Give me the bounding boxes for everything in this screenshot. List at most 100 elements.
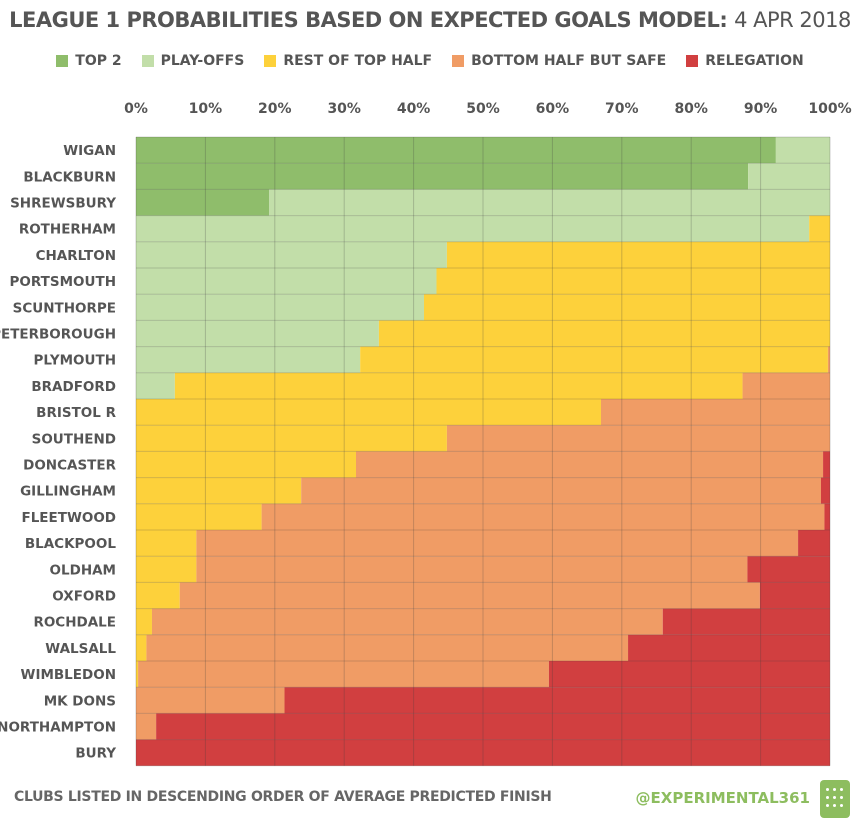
bar-segment-blackpool-rest-of-top-half (136, 530, 197, 557)
bar-segment-doncaster-bottom-half-but-safe (355, 451, 824, 478)
bar-segment-walsall-relegation (628, 634, 830, 661)
x-tick-label: 60% (536, 101, 570, 117)
legend-swatch-relegation (686, 55, 699, 67)
bar-segment-gillingham-rest-of-top-half (136, 477, 302, 504)
bar-segment-plymouth-bottom-half-but-safe (827, 346, 830, 373)
club-label-doncaster: DONCASTER (23, 458, 116, 474)
bar-segment-plymouth-rest-of-top-half (360, 346, 828, 373)
club-label-wigan: WIGAN (63, 143, 116, 159)
club-label-gillingham: GILLINGHAM (20, 484, 116, 500)
bar-segment-peterborough-play-offs (136, 320, 379, 347)
legend-label-bottom-half-but-safe: BOTTOM HALF BUT SAFE (471, 53, 667, 69)
stacked-bar-chart: 0% 10% 20% 30% 40% 50% 60% 70% 80% 90% 100% WIGAN BL… (0, 101, 852, 767)
legend-item-relegation: RELEGATION (686, 53, 804, 69)
club-label-mk-dons: MK DONS (44, 693, 116, 709)
bar-segment-rochdale-relegation (662, 608, 830, 635)
bar-segment-wimbledon-relegation (548, 661, 830, 688)
legend-label-top-2: TOP 2 (75, 53, 122, 69)
legend-swatch-bottom-half-but-safe (452, 55, 465, 67)
bar-segment-bradford-rest-of-top-half (174, 372, 743, 399)
club-label-bristol-r: BRISTOL R (36, 405, 116, 421)
bar-segment-charlton-rest-of-top-half (446, 241, 830, 268)
bar-segment-oxford-rest-of-top-half (136, 582, 180, 609)
bar-segment-blackpool-relegation (798, 530, 830, 557)
x-tick-label: 70% (605, 101, 639, 117)
bar-segment-shrewsbury-top-2 (136, 189, 270, 216)
bar-segment-peterborough-rest-of-top-half (378, 320, 830, 347)
legend-item-bottom-half-but-safe: BOTTOM HALF BUT SAFE (452, 53, 666, 69)
club-label-southend: SOUTHEND (32, 431, 116, 447)
footer-note: CLUBS LISTED IN DESCENDING ORDER OF AVER… (14, 789, 552, 805)
bar-segment-blackpool-bottom-half-but-safe (196, 530, 799, 557)
club-label-peterborough: PETERBOROUGH (0, 327, 116, 343)
bar-segment-northampton-relegation (156, 713, 831, 740)
bar-segment-bradford-bottom-half-but-safe (742, 372, 830, 399)
legend-swatch-rest-of-top-half (264, 55, 277, 67)
bar-segment-rochdale-rest-of-top-half (136, 608, 152, 635)
x-tick-label: 80% (674, 101, 708, 117)
club-label-bury: BURY (75, 746, 116, 762)
bar-segment-bristol-r-bottom-half-but-safe (600, 399, 830, 426)
bar-segment-fleetwood-bottom-half-but-safe (261, 503, 825, 530)
bar-segment-wigan-play-offs (775, 137, 830, 164)
bar-segment-wimbledon-bottom-half-but-safe (138, 661, 549, 688)
chart-title: LEAGUE 1 PROBABILITIES BASED ON EXPECTED… (0, 8, 860, 32)
chart-title-text: LEAGUE 1 PROBABILITIES BASED ON EXPECTED… (9, 8, 728, 32)
legend-label-rest-of-top-half: REST OF TOP HALF (283, 53, 433, 69)
x-tick-label: 100% (808, 101, 851, 117)
club-label-oldham: OLDHAM (50, 562, 116, 578)
club-label-shrewsbury: SHREWSBURY (10, 196, 116, 212)
x-tick-label: 10% (189, 101, 223, 117)
bar-segment-fleetwood-relegation (824, 503, 830, 530)
bar-segment-southend-rest-of-top-half (136, 425, 447, 452)
club-label-bradford: BRADFORD (31, 379, 116, 395)
legend-item-play-offs: PLAY-OFFS (141, 53, 244, 69)
bar-segment-rochdale-bottom-half-but-safe (151, 608, 663, 635)
bar-segment-oldham-bottom-half-but-safe (196, 556, 748, 583)
legend-label-relegation: RELEGATION (705, 53, 804, 69)
bar-segment-northampton-bottom-half-but-safe (136, 713, 157, 740)
bar-segment-oldham-relegation (747, 556, 830, 583)
club-label-portsmouth: PORTSMOUTH (10, 274, 116, 290)
bar-segment-rotherham-rest-of-top-half (809, 215, 830, 242)
bar-segment-doncaster-rest-of-top-half (136, 451, 356, 478)
bar-segment-shrewsbury-play-offs (269, 189, 830, 216)
bar-segment-mk-dons-bottom-half-but-safe (136, 687, 285, 714)
bar-segment-southend-bottom-half-but-safe (446, 425, 830, 452)
bar-segment-blackburn-play-offs (748, 163, 830, 190)
club-label-rotherham: ROTHERHAM (19, 222, 116, 238)
experimental361-logo (820, 780, 850, 818)
bar-segment-scunthorpe-rest-of-top-half (424, 294, 830, 321)
legend-swatch-top-2 (56, 55, 69, 67)
x-tick-label: 50% (466, 101, 500, 117)
x-tick-label: 20% (258, 101, 292, 117)
club-label-fleetwood: FLEETWOOD (21, 510, 116, 526)
footer-handle[interactable]: @EXPERIMENTAL361 (635, 789, 810, 807)
bar-segment-portsmouth-rest-of-top-half (436, 268, 830, 295)
legend-item-rest-of-top-half: REST OF TOP HALF (264, 53, 432, 69)
x-tick-label: 30% (327, 101, 361, 117)
bar-segment-walsall-rest-of-top-half (136, 634, 147, 661)
club-label-plymouth: PLYMOUTH (33, 353, 116, 369)
bar-segment-blackburn-top-2 (136, 163, 749, 190)
x-tick-label: 90% (744, 101, 778, 117)
bar-segment-oxford-bottom-half-but-safe (179, 582, 760, 609)
bar-segment-oldham-rest-of-top-half (136, 556, 197, 583)
club-label-walsall: WALSALL (45, 641, 116, 657)
x-tick-label: 40% (397, 101, 431, 117)
bar-segment-wimbledon-rest-of-top-half (136, 661, 139, 688)
club-label-blackburn: BLACKBURN (23, 169, 116, 185)
bar-segment-mk-dons-relegation (284, 687, 830, 714)
club-label-blackpool: BLACKPOOL (25, 536, 117, 552)
bar-segment-scunthorpe-play-offs (136, 294, 425, 321)
club-label-oxford: OXFORD (52, 589, 116, 605)
legend: TOP 2 PLAY-OFFS REST OF TOP HALF BOTTOM … (0, 53, 860, 69)
bar-segment-charlton-play-offs (136, 241, 447, 268)
bar-segment-walsall-bottom-half-but-safe (146, 634, 629, 661)
bar-segment-wigan-top-2 (136, 137, 776, 164)
bar-segment-plymouth-play-offs (136, 346, 361, 373)
club-label-scunthorpe: SCUNTHORPE (13, 300, 116, 316)
chart-title-date: 4 APR 2018 (734, 8, 851, 32)
legend-swatch-play-offs (141, 55, 154, 67)
bar-segment-gillingham-bottom-half-but-safe (301, 477, 821, 504)
